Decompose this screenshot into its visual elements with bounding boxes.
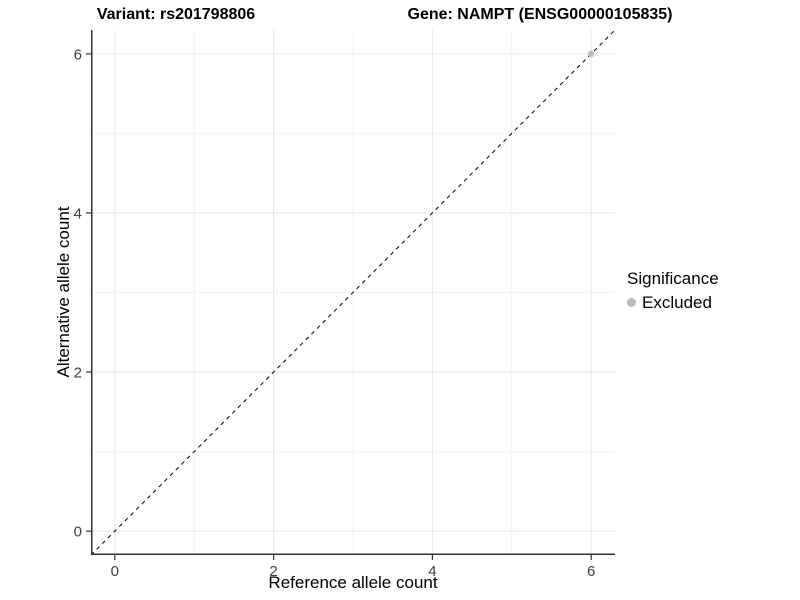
- legend-entry: Excluded: [627, 293, 719, 313]
- legend-entry-label: Excluded: [642, 292, 712, 312]
- legend: Significance Excluded: [627, 269, 719, 313]
- data-point: [587, 50, 595, 58]
- identity-line: [90, 29, 616, 556]
- legend-entries: Excluded: [627, 293, 719, 313]
- y-tick-label: 6: [74, 46, 82, 63]
- plot-title-gene: Gene: NAMPT (ENSG00000105835): [407, 6, 673, 23]
- x-tick-label: 2: [269, 563, 277, 580]
- y-tick-label: 4: [74, 205, 82, 222]
- plot-panel: 0 2 4 6 0 2 4 6: [74, 29, 616, 580]
- y-tick-label: 0: [74, 524, 82, 541]
- x-axis-title: Reference allele count: [268, 573, 438, 592]
- x-tick-label: 4: [428, 563, 436, 580]
- legend-key-dot-icon: [627, 298, 636, 308]
- x-tick-label: 6: [587, 563, 595, 580]
- legend-title: Significance: [627, 269, 719, 288]
- y-axis-title: Alternative allele count: [54, 206, 73, 378]
- y-tick-label: 2: [74, 365, 82, 382]
- x-tick-label: 0: [111, 563, 119, 580]
- plot-title-variant: Variant: rs201798806: [96, 6, 256, 23]
